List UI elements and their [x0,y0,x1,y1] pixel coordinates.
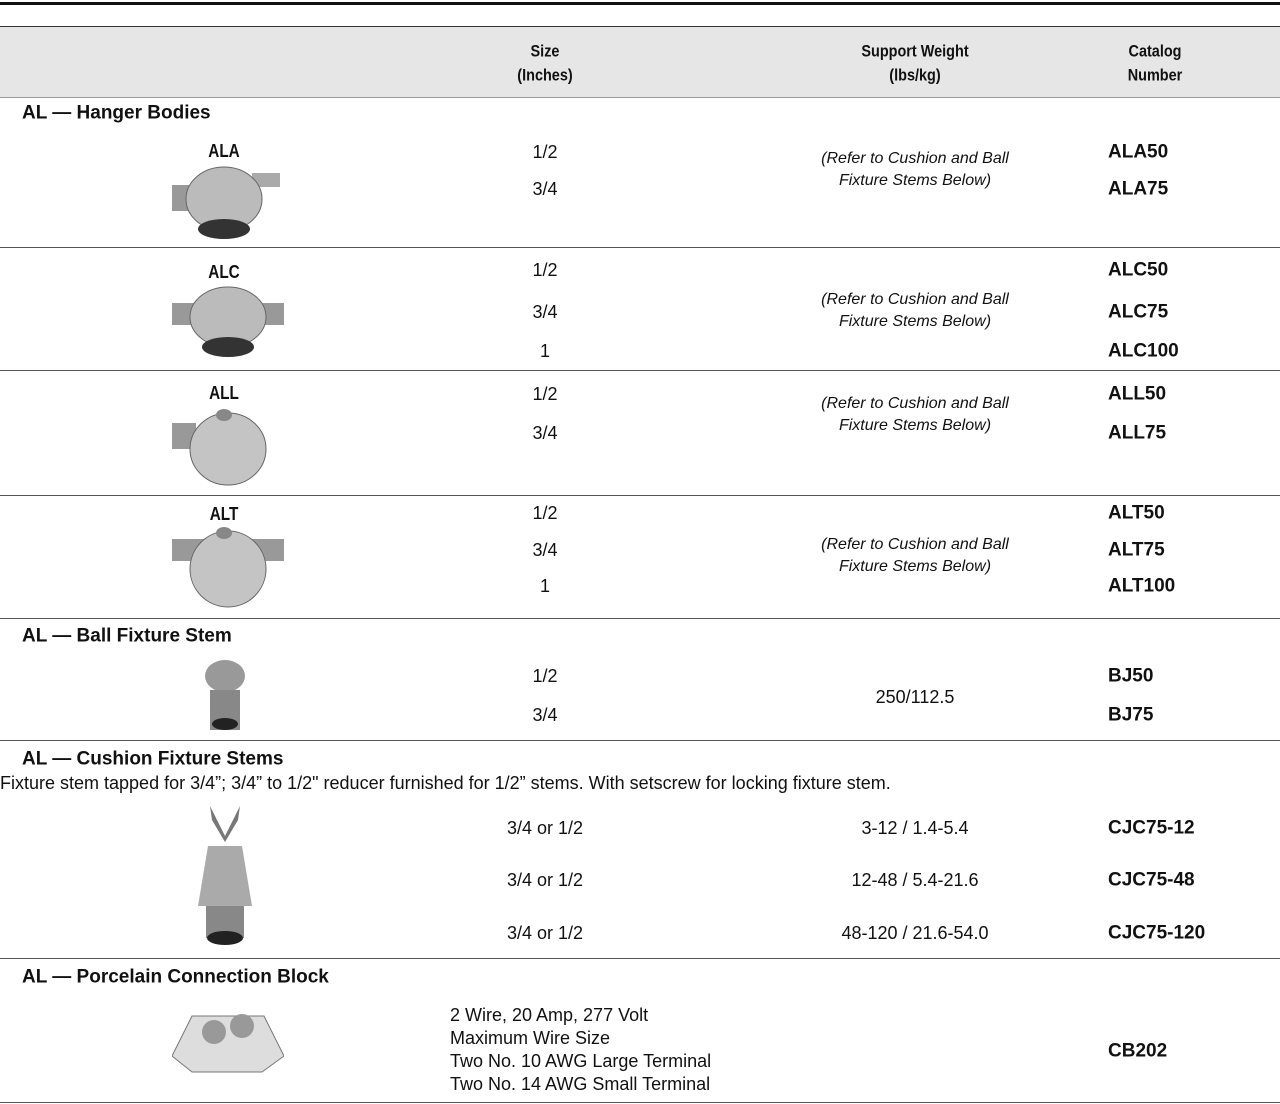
cat: ALC100 [1108,340,1179,362]
cell-text: 1/2 [532,503,558,523]
sec: AL — Hanger Bodies [22,102,211,124]
row-rule [0,495,1280,496]
cell-text: 12-48 / 5.4-21.6 [851,870,979,890]
cell-text: Fixture Stems Below) [838,558,992,575]
cell-text: 250/112.5 [875,687,955,707]
row-rule [0,97,1280,98]
cell-text: 3/4 [532,423,558,443]
lbl: ALL [209,383,239,403]
cat: ALC50 [1108,259,1169,281]
cell-text: 1/2 [532,666,558,686]
hd: Number [1127,65,1183,85]
top-rule [0,2,1280,5]
product-image [205,660,245,730]
cell-text: Fixture Stems Below) [838,417,992,434]
product-image [198,806,252,945]
cat: ALC75 [1108,301,1169,323]
cell-text: 1/2 [532,142,558,162]
cat: ALL75 [1108,422,1167,444]
cell-text: Fixture Stems Below) [838,172,992,189]
desc: 2 Wire, 20 Amp, 277 Volt [450,1005,649,1025]
lbl: ALC [208,262,240,282]
lbl: ALA [208,141,240,161]
cell-text: (Refer to Cushion and Ball [821,291,1009,308]
cat: ALT75 [1108,539,1165,561]
cell-text: 3/4 or 1/2 [506,870,584,890]
sec: AL — Ball Fixture Stem [22,625,232,647]
cell-text: 3/4 [532,179,558,199]
row-rule [0,370,1280,371]
lbl: ALT [209,504,239,524]
cat: ALA75 [1108,178,1169,200]
cell-text: 1 [539,576,551,596]
cell-text: 3/4 or 1/2 [506,923,584,943]
product-image [172,286,284,357]
product-image [172,166,280,239]
hd: Size [530,41,560,61]
cell-text: 1/2 [532,384,558,404]
cell-text: 1/2 [532,260,558,280]
row-rule [0,618,1280,619]
sec: AL — Porcelain Connection Block [22,966,329,988]
sec: AL — Cushion Fixture Stems [22,748,284,770]
hd: Support Weight [861,41,969,61]
cat: CB202 [1108,1040,1168,1062]
cat: ALT100 [1108,575,1176,597]
product-image [172,1014,284,1073]
cell-text: (Refer to Cushion and Ball [821,150,1009,167]
row-rule [0,247,1280,248]
cell-text: 48-120 / 21.6-54.0 [841,923,989,943]
product-image [172,527,284,608]
cat: CJC75-48 [1108,869,1195,891]
cell-text: 3/4 [532,302,558,322]
cell-text: 3/4 [532,540,558,560]
cat: CJC75-12 [1108,817,1195,839]
cell-text: Fixture Stems Below) [838,313,992,330]
row-rule [0,740,1280,741]
desc: Two No. 14 AWG Small Terminal [450,1074,711,1094]
product-image [172,409,267,486]
row-rule [0,958,1280,959]
hd: Catalog [1128,41,1182,61]
cat: ALA50 [1108,141,1169,163]
header-band [0,26,1280,98]
cell-text: 1 [539,341,551,361]
cat: ALT50 [1108,502,1165,524]
cell-text: 3/4 or 1/2 [506,818,584,838]
desc: Maximum Wire Size [450,1028,611,1048]
cell-text: (Refer to Cushion and Ball [821,536,1009,553]
desc: Fixture stem tapped for 3/4”; 3/4” to 1/… [0,773,891,793]
hd: (lbs/kg) [889,65,941,85]
row-rule [0,1102,1280,1103]
desc: Two No. 10 AWG Large Terminal [450,1051,712,1071]
cat: BJ50 [1108,665,1154,687]
cell-text: (Refer to Cushion and Ball [821,395,1009,412]
cell-text: 3/4 [532,705,558,725]
cat: BJ75 [1108,704,1154,726]
cat: ALL50 [1108,383,1167,405]
cell-text: 3-12 / 1.4-5.4 [861,818,969,838]
hd: (Inches) [517,65,573,85]
cat: CJC75-120 [1108,922,1206,944]
